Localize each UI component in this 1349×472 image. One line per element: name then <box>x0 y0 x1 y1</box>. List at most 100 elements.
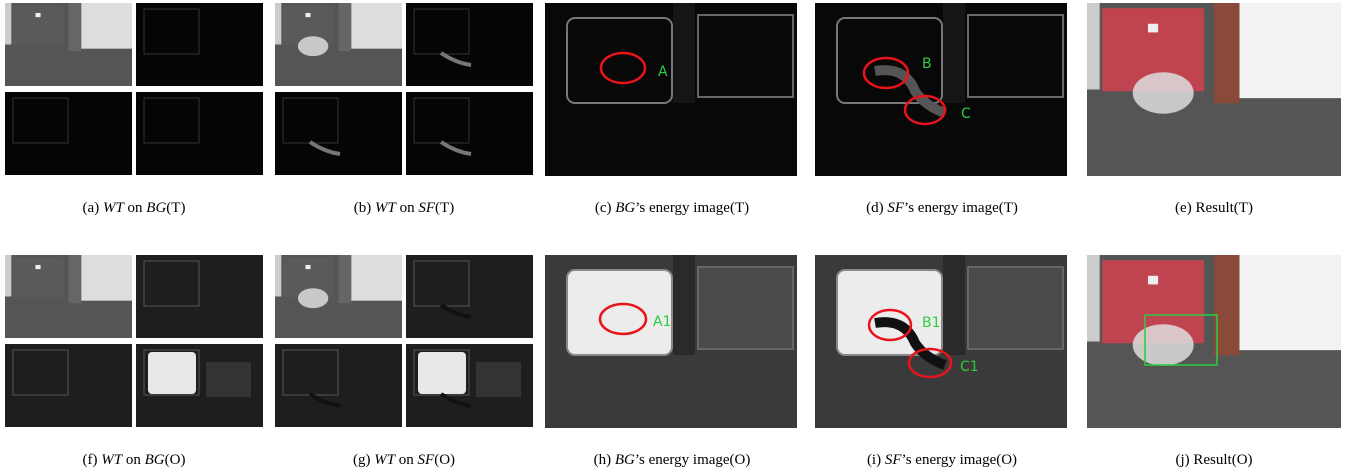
subimage <box>275 344 402 427</box>
brick-pillar <box>339 3 352 51</box>
caption-part: (c) <box>595 200 615 216</box>
wall <box>1239 255 1341 350</box>
pillar <box>943 3 965 103</box>
annotation-label: C <box>961 106 971 122</box>
panel: (e) Result(T) <box>1087 3 1341 216</box>
bin-label <box>1148 24 1158 33</box>
caption-part: SF <box>885 452 903 468</box>
caption-part: (j) Result(O) <box>1175 452 1252 468</box>
caption-part: ’s energy image(T) <box>904 200 1018 216</box>
bright-bin <box>418 352 466 394</box>
panel: (a) WT on BG(T) <box>5 3 263 216</box>
wall <box>1239 3 1341 98</box>
wall-left <box>275 3 281 45</box>
panel: A (c) BG’s energy image(T) <box>545 3 797 216</box>
caption-part: WT <box>103 200 125 216</box>
subimage <box>136 255 263 338</box>
subimage <box>5 344 132 427</box>
caption-part: (O) <box>434 452 455 468</box>
caption-part: (g) <box>353 452 374 468</box>
brick-pillar <box>1214 255 1239 355</box>
caption-part: on <box>122 452 145 468</box>
annotation-label: B <box>922 56 932 72</box>
pillar <box>673 255 695 355</box>
wall <box>351 3 402 49</box>
caption-part: ’s energy image(O) <box>635 452 751 468</box>
wall <box>81 255 132 301</box>
bin-region <box>567 270 672 355</box>
panel: B1 C1 (i) SF’s energy image(O) <box>815 255 1067 468</box>
caption-part: (T) <box>166 200 185 216</box>
caption-part: on <box>124 200 147 216</box>
caption: (f) WT on BG(O) <box>83 452 186 468</box>
annotation-label: A1 <box>653 314 671 330</box>
patch <box>476 362 521 397</box>
caption-part: BG <box>615 452 635 468</box>
panel: A1 (h) BG’s energy image(O) <box>545 255 797 468</box>
subimage <box>406 3 533 86</box>
caption: (e) Result(T) <box>1175 200 1253 216</box>
pillar <box>673 3 695 103</box>
annotation-label: B1 <box>922 315 941 331</box>
smoke <box>1133 324 1194 366</box>
brick-pillar <box>339 255 352 303</box>
caption: (j) Result(O) <box>1175 452 1252 468</box>
caption-part: BG <box>146 200 166 216</box>
caption-part: (d) <box>866 200 887 216</box>
caption: (i) SF’s energy image(O) <box>867 452 1017 468</box>
subimage <box>275 3 402 86</box>
pillar <box>943 255 965 355</box>
caption-part: BG <box>145 452 165 468</box>
caption-part: (e) Result(T) <box>1175 200 1253 216</box>
caption-part: (a) <box>83 200 103 216</box>
subimage <box>406 344 533 427</box>
caption-part: WT <box>375 200 397 216</box>
caption-part: (f) <box>83 452 102 468</box>
caption: (g) WT on SF(O) <box>353 452 455 468</box>
subimage <box>136 92 263 175</box>
brick-pillar <box>69 255 82 303</box>
wall-region <box>698 267 793 349</box>
subimage <box>406 255 533 338</box>
caption-part: BG <box>615 200 635 216</box>
caption-part: on <box>396 200 419 216</box>
caption-part: (i) <box>867 452 885 468</box>
subimage <box>275 255 402 338</box>
brick-pillar <box>69 3 82 51</box>
caption: (h) BG’s energy image(O) <box>594 452 751 468</box>
caption-part: (O) <box>165 452 186 468</box>
page: (a) WT on BG(T)(b) WT on SF(T)A(c) BG’s … <box>0 0 1349 472</box>
caption-part: (T) <box>435 200 454 216</box>
figure: (a) WT on BG(T)(b) WT on SF(T)A(c) BG’s … <box>0 0 1349 472</box>
wall-left <box>5 3 11 45</box>
bin-label <box>305 265 310 269</box>
caption-part: (h) <box>594 452 615 468</box>
smoke <box>298 36 328 56</box>
caption-part: SF <box>418 200 436 216</box>
subimage <box>275 92 402 175</box>
panel: B C (d) SF’s energy image(T) <box>815 3 1067 216</box>
panel: (f) WT on BG(O) <box>5 255 263 468</box>
caption-part: ’s energy image(T) <box>635 200 749 216</box>
bright-bin <box>148 352 196 394</box>
annotation-label: A <box>658 64 668 80</box>
bin <box>13 257 64 297</box>
subimage <box>5 3 132 86</box>
patch <box>206 362 251 397</box>
bin-label <box>305 13 310 17</box>
caption-part: (b) <box>354 200 375 216</box>
caption: (b) WT on SF(T) <box>354 200 454 216</box>
annotation-label: C1 <box>960 359 979 375</box>
subimage <box>406 92 533 175</box>
caption-part: on <box>395 452 418 468</box>
panel: (j) Result(O) <box>1087 255 1341 468</box>
caption: (a) WT on BG(T) <box>83 200 186 216</box>
caption-part: SF <box>887 200 905 216</box>
caption-part: WT <box>101 452 123 468</box>
panel: (g) WT on SF(O) <box>275 255 533 468</box>
subimage <box>5 255 132 338</box>
bin-label <box>35 265 40 269</box>
wall-left <box>1087 255 1100 342</box>
panel: (b) WT on SF(T) <box>275 3 533 216</box>
caption: (c) BG’s energy image(T) <box>595 200 749 216</box>
